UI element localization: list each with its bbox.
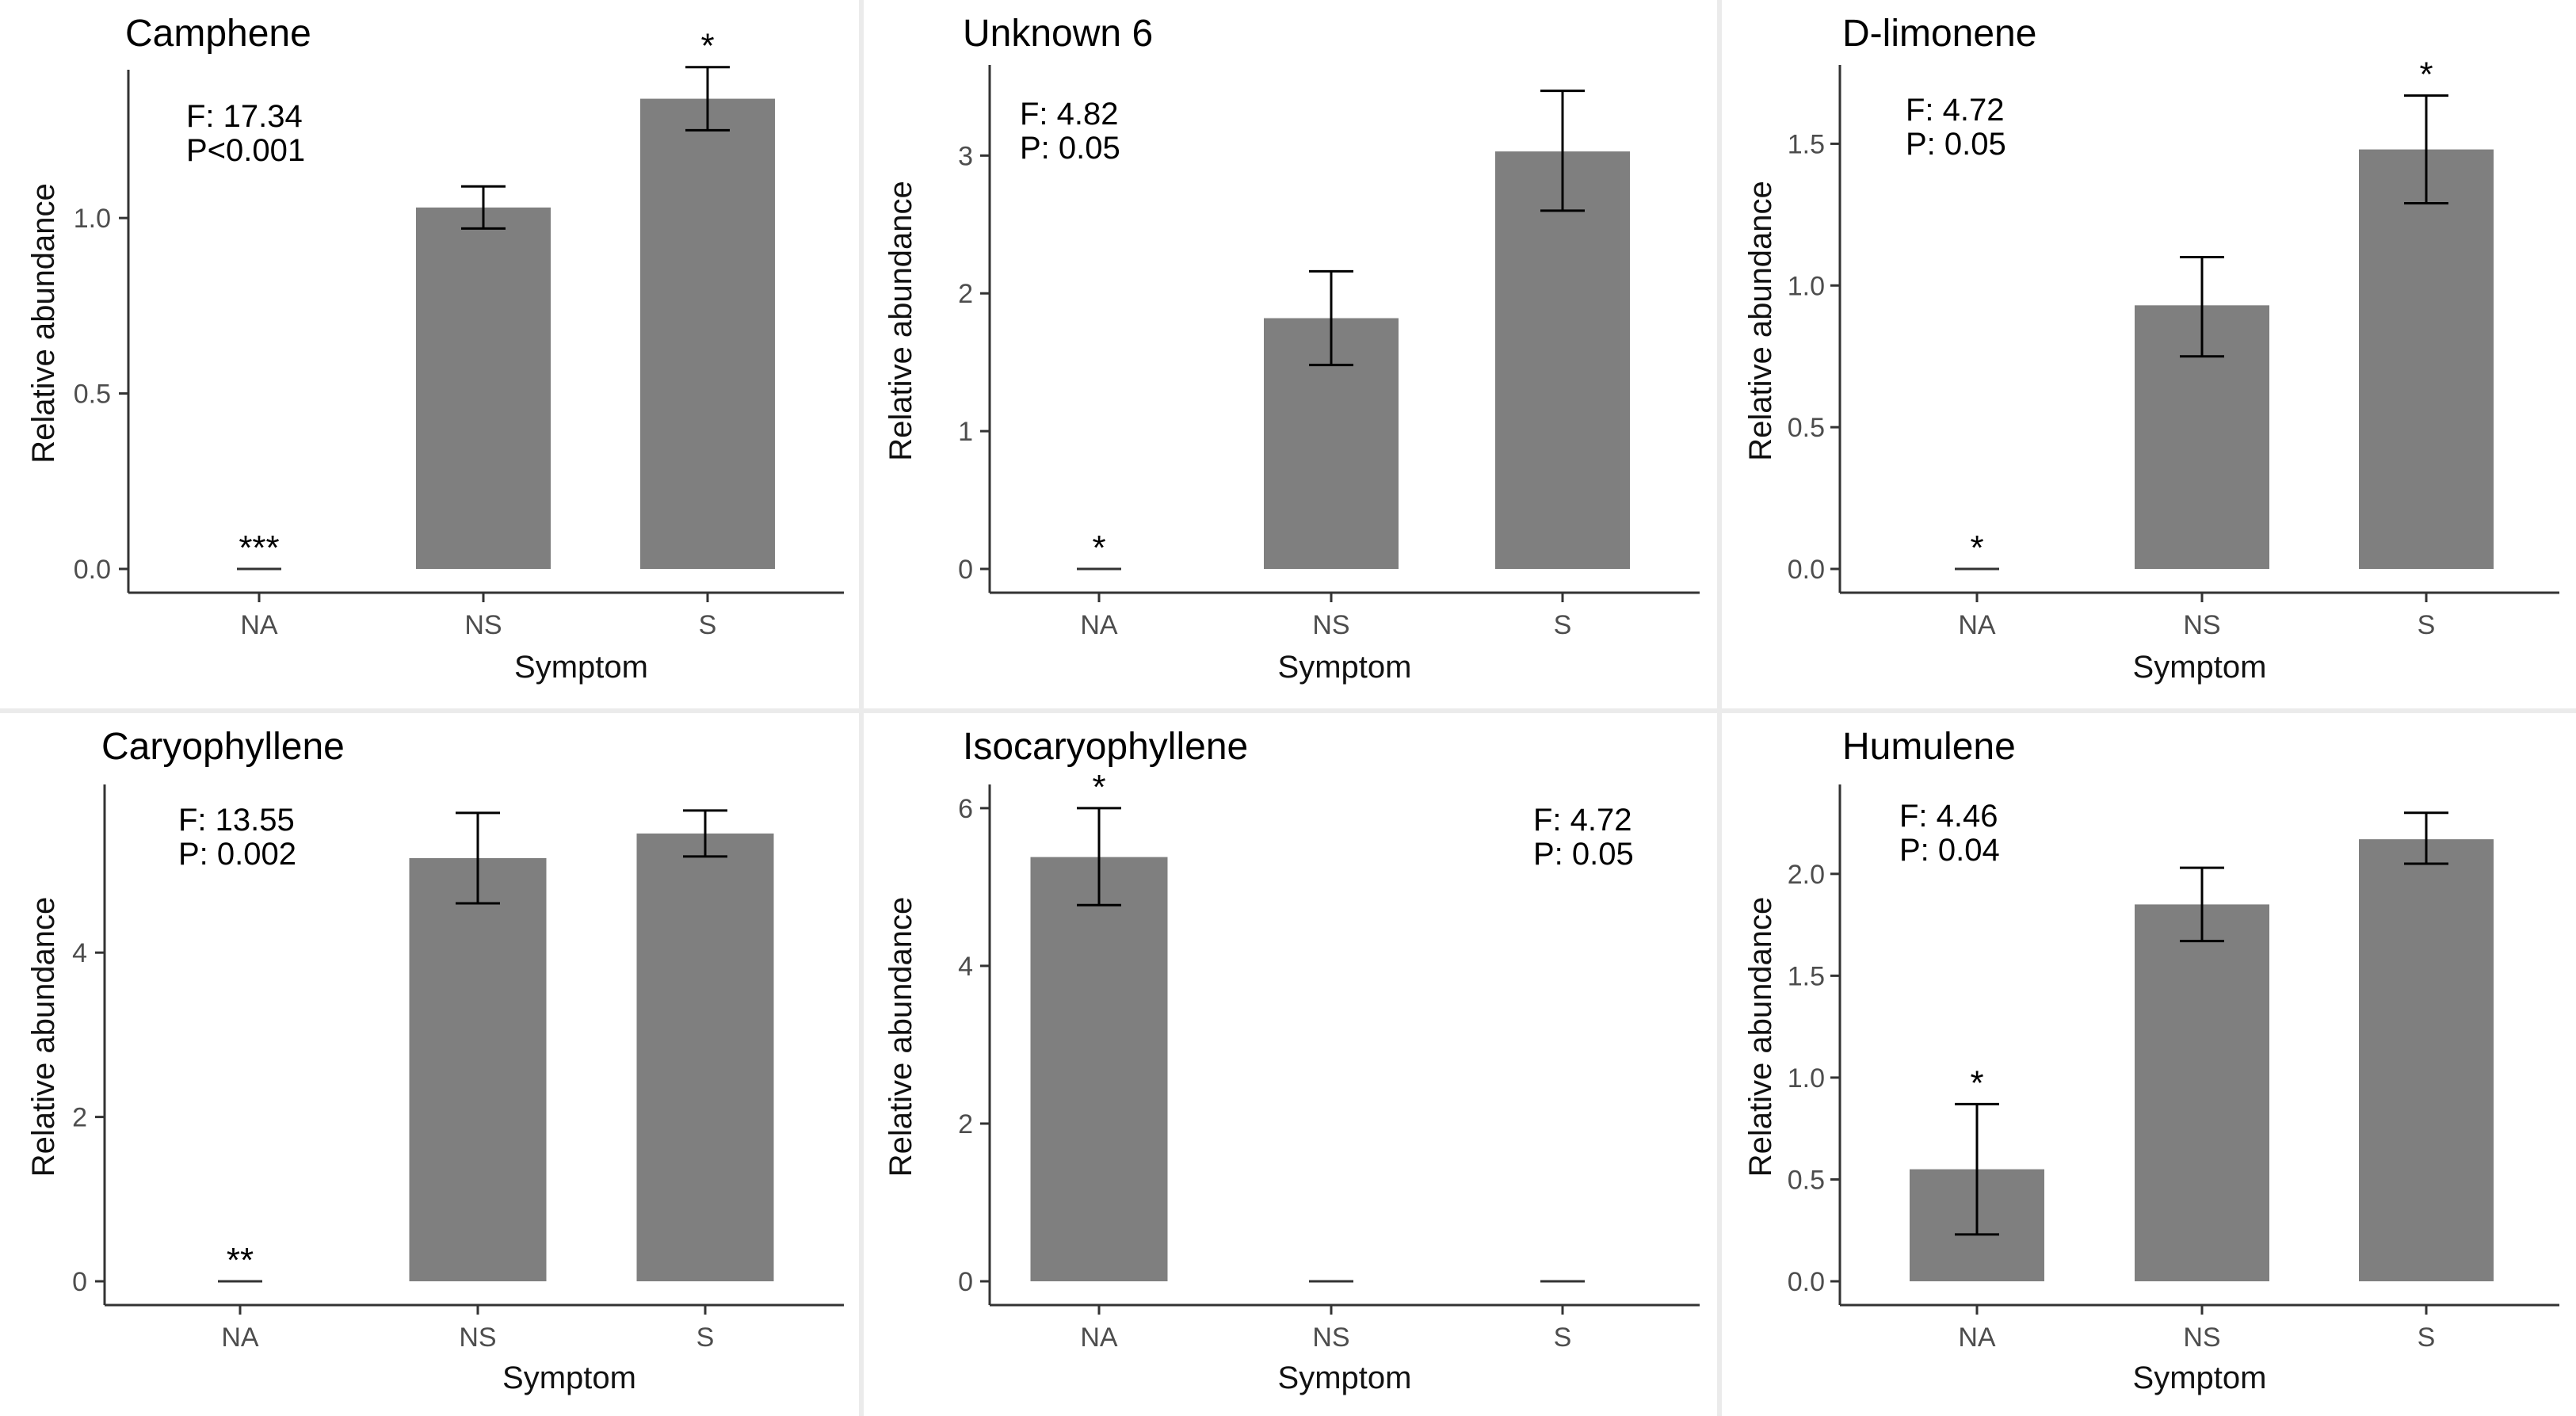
x-tick-label: S: [696, 1322, 715, 1353]
x-axis-label: Symptom: [514, 650, 648, 685]
significance-marker: ***: [239, 529, 279, 567]
y-tick-label: 0: [958, 1267, 973, 1297]
y-tick-label: 1.0: [74, 204, 111, 234]
p-value: P: 0.05: [1906, 127, 2006, 162]
x-axis-label: Symptom: [502, 1361, 636, 1395]
x-tick-label: S: [1554, 610, 1572, 640]
f-statistic: F: 4.46: [1899, 799, 1998, 834]
x-axis-label: Symptom: [1278, 1361, 1412, 1395]
bar-s: [640, 98, 775, 570]
x-tick-label: NA: [1080, 610, 1118, 640]
y-tick-label: 4: [958, 952, 973, 982]
y-axis-label: Relative abundance: [26, 183, 61, 464]
x-tick-label: NA: [1080, 1322, 1118, 1353]
y-tick-label: 0.0: [74, 555, 111, 585]
f-statistic: F: 4.82: [1020, 97, 1119, 132]
y-tick-label: 6: [958, 794, 973, 824]
y-tick-label: 1.0: [1788, 271, 1825, 301]
x-tick-label: NS: [464, 610, 502, 640]
y-tick-label: 0.5: [1788, 1165, 1825, 1195]
y-tick-label: 0.5: [74, 380, 111, 410]
x-axis-label: Symptom: [2133, 650, 2267, 685]
chart-title: Humulene: [1842, 726, 2016, 768]
significance-marker: *: [1970, 529, 1983, 567]
x-tick-label: NS: [2183, 610, 2220, 640]
bar-s: [2359, 149, 2494, 569]
y-tick-label: 0: [958, 555, 973, 585]
y-tick-label: 2: [72, 1103, 87, 1133]
chart-panel-3: D-limonene 0.0 0.5 1.0 1.5 NA * NS S * Symptom Rela…: [1743, 13, 2559, 685]
x-tick-label: S: [1554, 1322, 1572, 1353]
bar-s: [1495, 151, 1630, 569]
bar-ns: [416, 207, 551, 569]
y-tick-label: 1.0: [1788, 1063, 1825, 1093]
chart-title: Camphene: [125, 13, 311, 55]
significance-marker: *: [2419, 55, 2433, 94]
significance-marker: **: [227, 1241, 254, 1280]
significance-marker: *: [1970, 1063, 1983, 1102]
bar-ns: [409, 857, 547, 1281]
p-value: P: 0.002: [178, 837, 296, 872]
bar-s: [2359, 839, 2494, 1281]
y-tick-label: 1.5: [1788, 129, 1825, 159]
x-axis-label: Symptom: [1278, 650, 1412, 685]
significance-marker: *: [1092, 768, 1105, 807]
x-tick-label: NS: [459, 1322, 496, 1353]
x-tick-label: NS: [1312, 610, 1349, 640]
y-axis-label: Relative abundance: [1743, 897, 1778, 1177]
p-value: P: 0.05: [1533, 837, 1634, 872]
y-tick-label: 2.0: [1788, 860, 1825, 890]
bar-s: [636, 833, 774, 1281]
bar-ns: [2135, 904, 2269, 1281]
y-axis-label: Relative abundance: [26, 897, 61, 1177]
y-axis-label: Relative abundance: [883, 897, 918, 1177]
x-tick-label: NS: [1312, 1322, 1349, 1353]
chart-panel-5: Isocaryophyllene 0 2 4 6 NA * NS S Symptom Relativ…: [883, 726, 1700, 1395]
p-value: P: 0.04: [1899, 833, 2000, 868]
f-statistic: F: 4.72: [1533, 803, 1632, 838]
chart-title: Isocaryophyllene: [963, 726, 1248, 768]
chart-title: Unknown 6: [963, 13, 1153, 55]
y-axis-label: Relative abundance: [883, 181, 918, 461]
x-tick-label: NA: [1958, 1322, 1996, 1353]
x-tick-label: S: [2418, 610, 2436, 640]
chart-panel-6: Humulene 0.0 0.5 1.0 1.5 2.0 NA * NS S Symptom Rela…: [1743, 726, 2559, 1395]
bar-na: [1030, 857, 1168, 1281]
p-value: P<0.001: [186, 133, 305, 168]
f-statistic: F: 4.72: [1906, 93, 2005, 128]
chart-title: Caryophyllene: [101, 726, 345, 768]
significance-marker: *: [1092, 529, 1105, 567]
x-tick-label: NA: [1958, 610, 1996, 640]
y-tick-label: 0: [72, 1267, 87, 1297]
x-tick-label: S: [2418, 1322, 2436, 1353]
y-tick-label: 0.0: [1788, 1267, 1825, 1297]
f-statistic: F: 17.34: [186, 99, 303, 134]
x-tick-label: NA: [221, 1322, 259, 1353]
chart-panel-2: Unknown 6 0 1 2 3 NA * NS S Symptom Relative abund…: [883, 13, 1700, 685]
significance-marker: *: [700, 27, 714, 66]
x-tick-label: S: [699, 610, 717, 640]
y-tick-label: 2: [958, 279, 973, 309]
y-tick-label: 4: [72, 938, 87, 968]
y-tick-label: 1.5: [1788, 961, 1825, 991]
y-tick-label: 0.5: [1788, 413, 1825, 443]
y-tick-label: 2: [958, 1109, 973, 1139]
x-tick-label: NA: [240, 610, 278, 640]
x-axis-label: Symptom: [2133, 1361, 2267, 1395]
y-tick-label: 0.0: [1788, 555, 1825, 585]
chart-panel-4: Caryophyllene 0 2 4 NA ** NS S Symptom Relative a…: [26, 726, 844, 1395]
chart-title: D-limonene: [1842, 13, 2036, 55]
x-tick-label: NS: [2183, 1322, 2220, 1353]
chart-panel-1: Camphene 0.0 0.5 1.0 NA *** NS S * Symptom Relativ…: [26, 13, 844, 685]
y-axis-label: Relative abundance: [1743, 181, 1778, 461]
y-tick-label: 1: [958, 417, 973, 447]
p-value: P: 0.05: [1020, 131, 1120, 166]
f-statistic: F: 13.55: [178, 803, 295, 838]
y-tick-label: 3: [958, 141, 973, 171]
